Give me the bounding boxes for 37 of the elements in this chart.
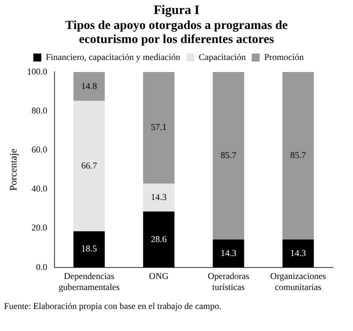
data-label: 14.8 bbox=[81, 80, 98, 91]
legend-label: Capacitación bbox=[198, 52, 246, 62]
x-tick-label: Dependencias gubernamentales bbox=[58, 270, 120, 292]
data-label: 57.1 bbox=[150, 122, 167, 132]
chart-subtitle: Tipos de apoyo otorgados a programas de ecoturismo por los diferentes actores bbox=[64, 18, 289, 47]
data-label: 66.7 bbox=[81, 160, 98, 170]
data-label: 28.6 bbox=[150, 234, 168, 244]
y-tick-label: 60.0 bbox=[32, 144, 48, 154]
legend-label: Financiero, capacitación y mediación bbox=[46, 52, 181, 62]
bar bbox=[143, 183, 174, 212]
bar bbox=[73, 231, 105, 268]
y-axis-title: Porcentaje bbox=[8, 148, 20, 191]
data-label: 18.5 bbox=[81, 243, 98, 254]
data-label: 14.3 bbox=[150, 192, 168, 202]
chart-title: Figura I bbox=[152, 2, 200, 18]
y-tick-label: 80.0 bbox=[32, 105, 48, 116]
bar bbox=[212, 239, 244, 268]
bar bbox=[73, 100, 105, 231]
data-label: 85.7 bbox=[220, 150, 237, 160]
y-tick-label: 40.0 bbox=[32, 183, 48, 194]
x-tick-label: ONG bbox=[149, 270, 170, 281]
y-tick-label: 20.0 bbox=[32, 222, 48, 232]
data-label: 85.7 bbox=[290, 150, 307, 160]
bar bbox=[143, 72, 174, 184]
bar bbox=[282, 72, 314, 240]
legend-label: Promoción bbox=[264, 52, 304, 62]
data-label: 14.3 bbox=[220, 248, 237, 258]
bar bbox=[143, 211, 174, 268]
bar bbox=[212, 72, 244, 240]
bar bbox=[282, 239, 314, 268]
data-label: 14.3 bbox=[290, 248, 307, 258]
y-tick-label: 100.0 bbox=[27, 66, 48, 76]
bar bbox=[73, 72, 105, 101]
source-note: Fuente: Elaboración propia con base en el trabajo de campo. bbox=[4, 300, 222, 311]
y-tick-label: 0.0 bbox=[36, 262, 48, 272]
x-tick-label: Organizaciones comunitarias bbox=[270, 270, 327, 292]
x-tick-label: Operadoras turísticas bbox=[208, 270, 250, 292]
